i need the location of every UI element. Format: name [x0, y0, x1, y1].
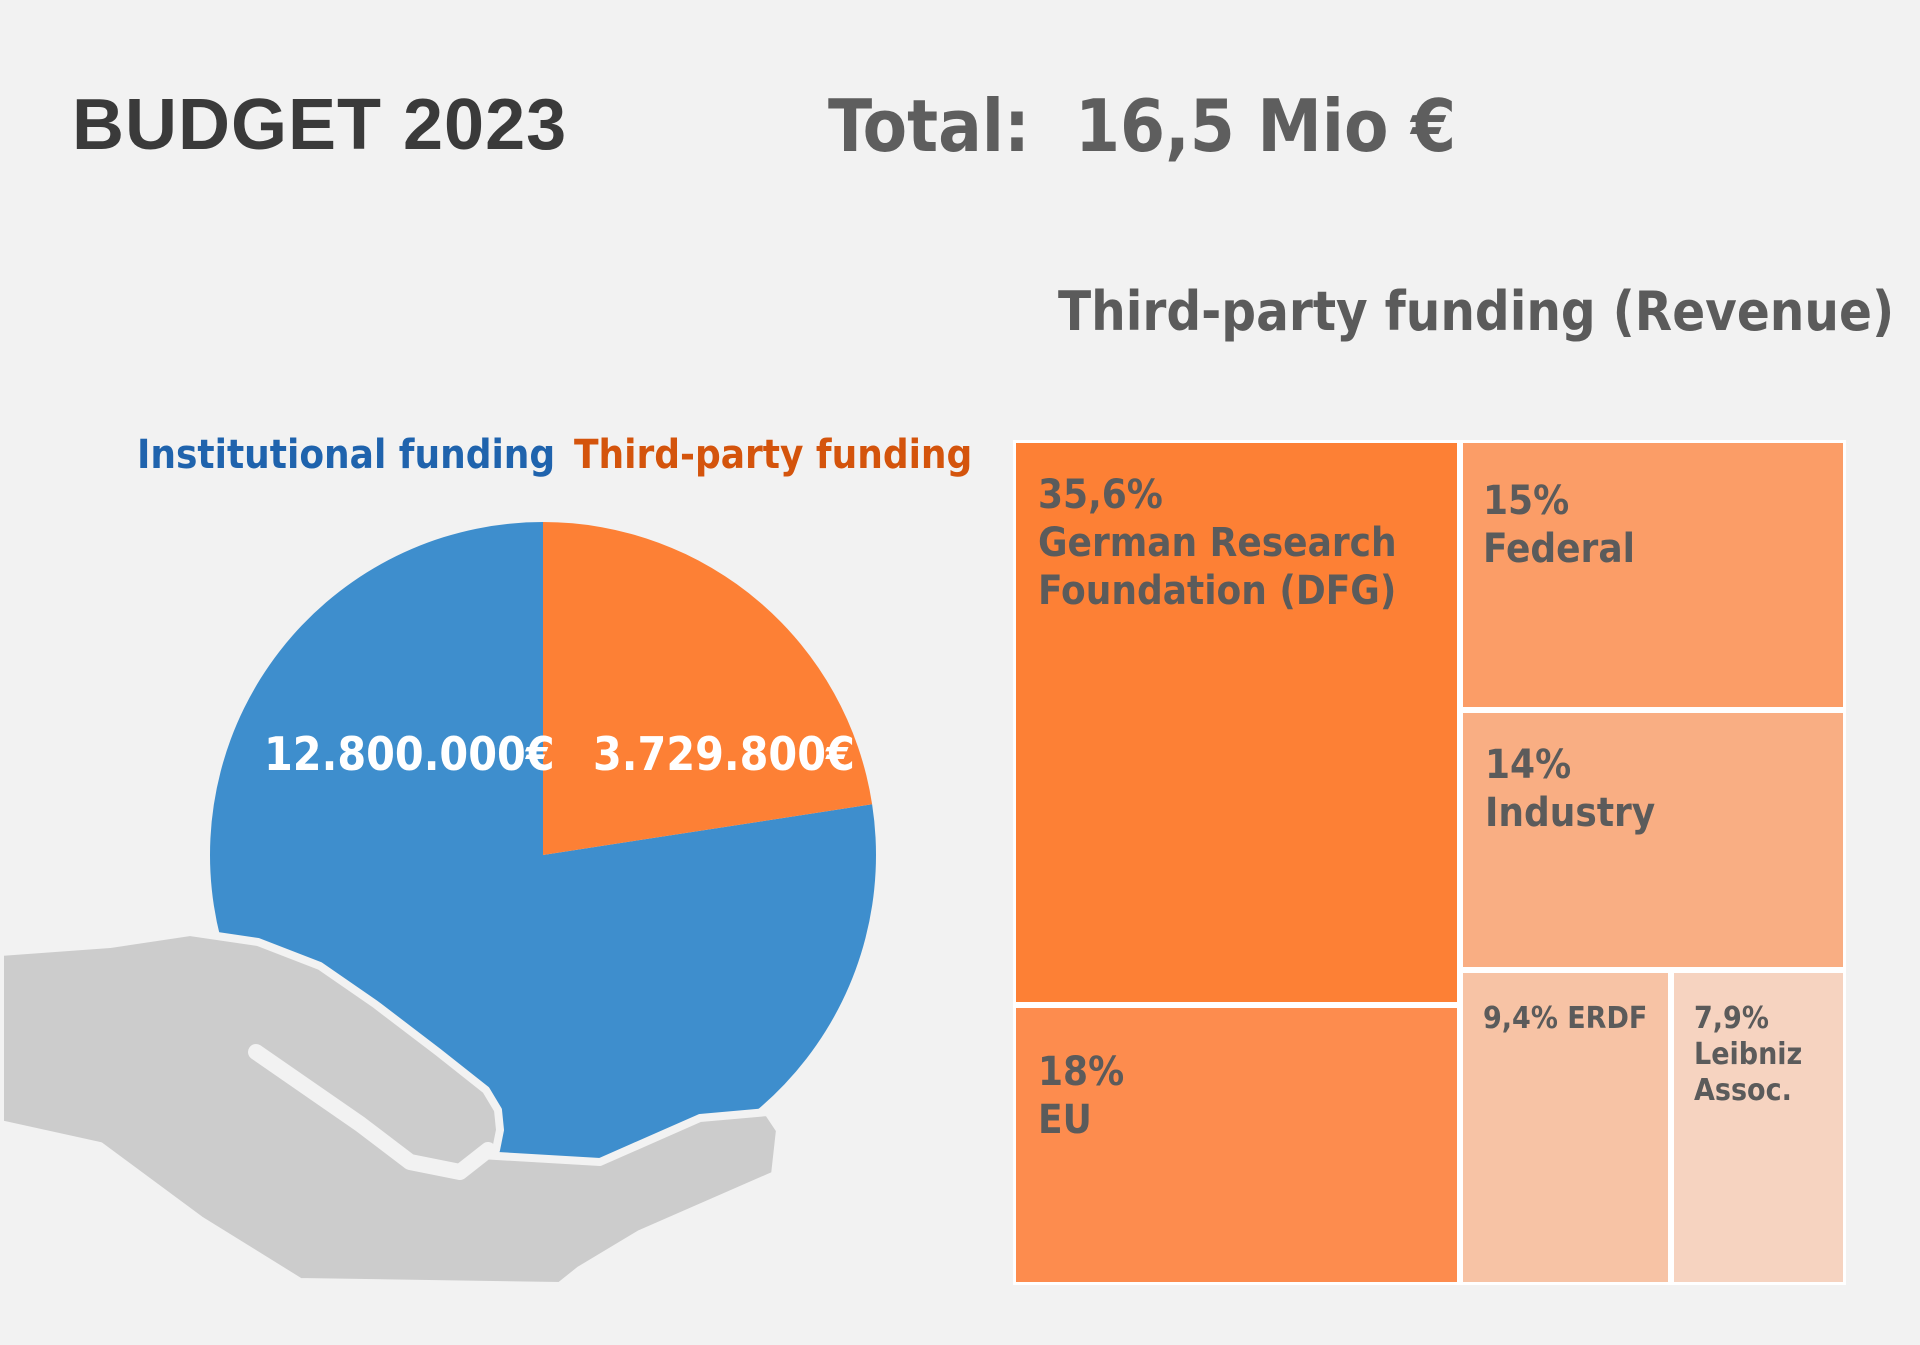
treemap-title: Third-party funding (Revenue) [1058, 280, 1895, 343]
treemap-label-eu: 18% EU [1038, 1049, 1125, 1143]
treemap-label-federal: 15% Federal [1483, 478, 1635, 572]
treemap-chart: 35,6% German Research Foundation (DFG) 1… [1013, 440, 1846, 1285]
legend-institutional: Institutional funding [137, 432, 556, 478]
pie-label-institutional: 12.800.000€ [264, 727, 555, 781]
hand-icon [0, 928, 784, 1290]
treemap-label-erdf: 9,4% ERDF [1483, 1001, 1648, 1036]
treemap-label-leibniz: 7,9% Leibniz Assoc. [1694, 1001, 1803, 1108]
pie-slice-third-party [543, 522, 873, 855]
total-budget: Total: 16,5 Mio € [828, 84, 1457, 168]
treemap-label-industry: 14% Industry [1485, 742, 1656, 836]
treemap-cell-federal: 15% Federal [1460, 440, 1846, 710]
legend-third-party: Third-party funding [574, 432, 973, 478]
treemap-cell-eu: 18% EU [1013, 1005, 1460, 1285]
treemap-cell-industry: 14% Industry [1460, 710, 1846, 970]
treemap-cell-erdf: 9,4% ERDF [1460, 970, 1671, 1285]
treemap-cell-leibniz: 7,9% Leibniz Assoc. [1671, 970, 1846, 1285]
treemap-label-dfg: 35,6% German Research Foundation (DFG) [1038, 472, 1397, 614]
pie-chart [0, 522, 877, 1290]
treemap-cell-dfg: 35,6% German Research Foundation (DFG) [1013, 440, 1460, 1005]
pie-label-third-party: 3.729.800€ [593, 727, 855, 781]
page-title: BUDGET 2023 [72, 85, 568, 165]
